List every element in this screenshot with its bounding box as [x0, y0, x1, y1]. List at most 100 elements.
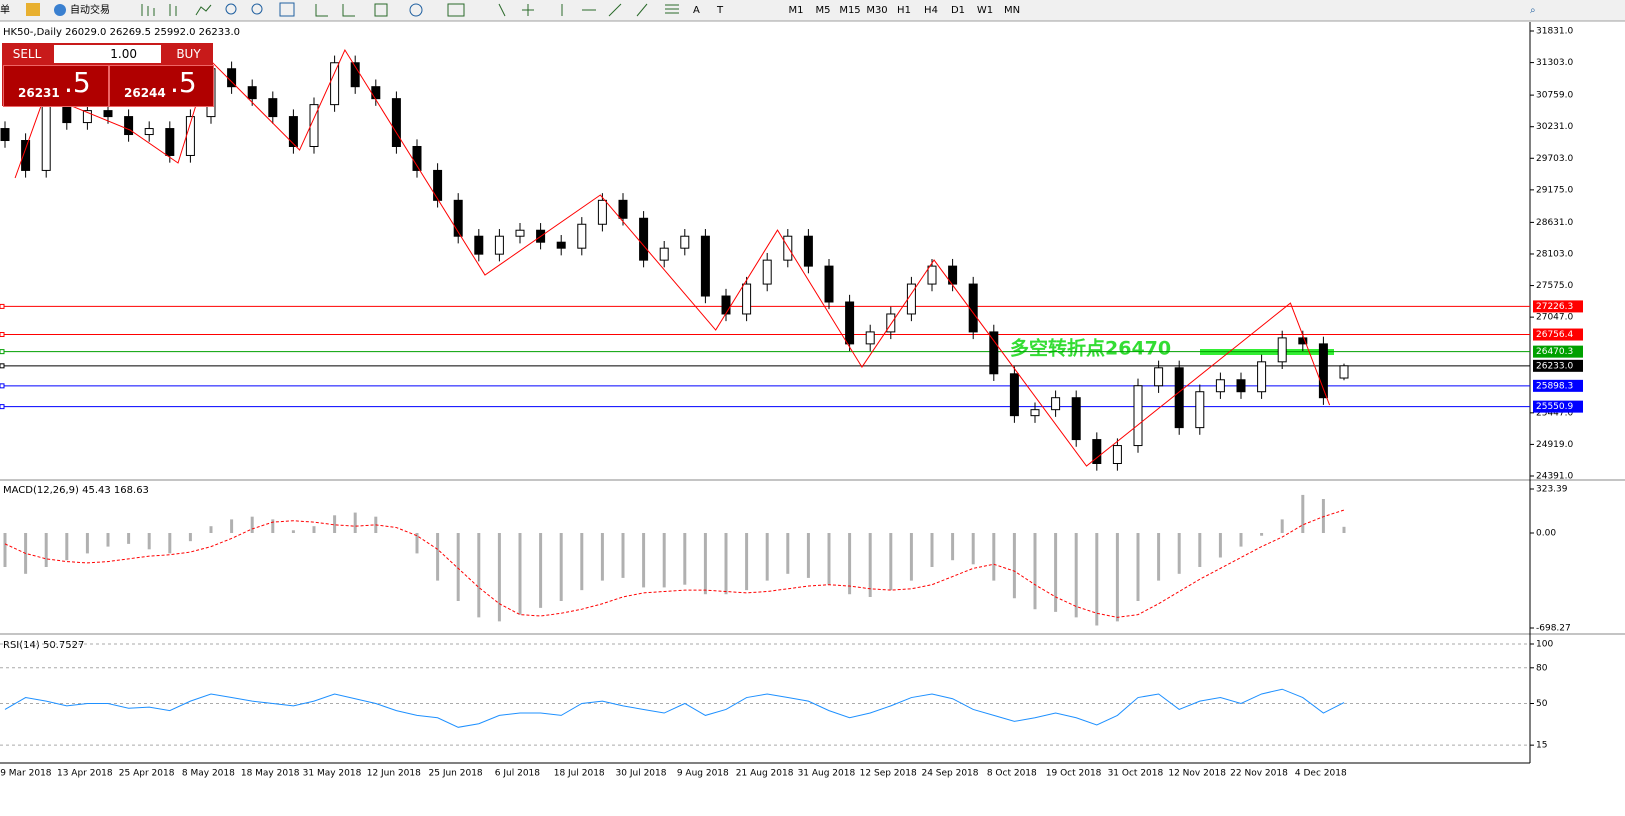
candle-body [391, 98, 401, 147]
y-tick-label: 323.39 [1536, 485, 1568, 495]
candle-body [1133, 385, 1143, 447]
candle-body [1298, 337, 1308, 345]
candle-body [824, 265, 834, 303]
buy-price-main: 26244 [124, 86, 166, 100]
y-tick-label: 28103.0 [1536, 249, 1573, 259]
x-tick-label: 25 Apr 2018 [119, 769, 175, 779]
icon[interactable] [26, 3, 40, 16]
timeframe-button[interactable]: H4 [924, 5, 938, 16]
sell-button[interactable]: SELL [12, 47, 42, 61]
timeframe-button[interactable]: MN [1004, 5, 1020, 16]
level-label-bg [1533, 345, 1583, 358]
level-label-bg [1533, 328, 1583, 341]
candle-body [474, 235, 484, 255]
icon[interactable] [54, 4, 66, 16]
x-tick-label: 12 Jun 2018 [367, 769, 421, 779]
timeframe-button[interactable]: W1 [977, 5, 993, 16]
trade-panel: SELL 1.00 BUY 26231 .5 26244 .5 [2, 43, 214, 107]
candle-body [659, 247, 669, 261]
candle-body [845, 301, 855, 345]
search-icon[interactable]: ⌕ [1530, 5, 1536, 16]
candle-body [41, 104, 51, 171]
candle-body [453, 199, 463, 237]
level-marker [0, 349, 5, 355]
level-label-bg [1533, 400, 1583, 413]
toolbar-bg [0, 0, 1625, 21]
timeframe-button[interactable]: M15 [839, 5, 860, 16]
timeframe-button[interactable]: M30 [866, 5, 887, 16]
x-tick-label: 29 Mar 2018 [0, 769, 52, 779]
icon-text[interactable]: A [693, 5, 700, 16]
x-tick-label: 4 Dec 2018 [1295, 769, 1347, 779]
candle-body [618, 199, 628, 219]
timeframe-button[interactable]: M1 [789, 5, 804, 16]
y-tick-label: 30759.0 [1536, 91, 1573, 101]
level-marker [0, 303, 5, 309]
y-tick-label: 31831.0 [1536, 27, 1573, 37]
x-tick-label: 31 May 2018 [303, 769, 362, 779]
menu[interactable]: 单 [0, 4, 10, 16]
candle-body [865, 331, 875, 345]
x-tick-label: 22 Nov 2018 [1230, 769, 1288, 779]
candle-body [1236, 379, 1246, 393]
y-tick-label: 27575.0 [1536, 281, 1573, 291]
candle-body [1030, 409, 1040, 417]
sell-price-frac: .5 [64, 66, 91, 99]
lot-input[interactable]: 1.00 [54, 45, 161, 63]
x-tick-label: 25 Jun 2018 [429, 769, 483, 779]
level-marker [0, 363, 5, 369]
x-tick-label: 18 Jul 2018 [554, 769, 605, 779]
level-label: 27226.3 [1536, 302, 1573, 312]
candle-body [1195, 391, 1205, 429]
timeframe-button[interactable]: M5 [816, 5, 831, 16]
candle-body [927, 265, 937, 285]
candle-body [165, 128, 175, 156]
x-tick-label: 31 Aug 2018 [798, 769, 856, 779]
buy-price[interactable]: 26244 .5 [109, 65, 214, 107]
candle-body [886, 313, 896, 333]
candle-body [62, 104, 72, 124]
x-tick-label: 19 Oct 2018 [1046, 769, 1102, 779]
x-tick-label: 6 Jul 2018 [495, 769, 540, 779]
level-marker [0, 404, 5, 410]
y-tick-label: 24391.0 [1536, 472, 1573, 482]
x-tick-label: 12 Sep 2018 [860, 769, 917, 779]
candle-body [350, 62, 360, 88]
rsi-line [4, 688, 1345, 728]
y-tick-label: 24919.0 [1536, 440, 1573, 450]
icon-text[interactable]: T [716, 5, 724, 16]
candle-body [288, 116, 298, 147]
candle-body [989, 331, 999, 375]
autotrade-button[interactable]: 自动交易 [70, 3, 110, 16]
y-tick-label: 0.00 [1536, 528, 1556, 538]
y-tick-label: -698.27 [1536, 624, 1571, 634]
candle-body [1112, 445, 1122, 464]
candle-body [1318, 343, 1328, 399]
candle-body [247, 86, 257, 100]
toolbar-icons [141, 2, 679, 17]
timeframe-button[interactable]: D1 [951, 5, 965, 16]
sell-price[interactable]: 26231 .5 [3, 65, 109, 107]
buy-button[interactable]: BUY [176, 47, 201, 61]
candle-body [1009, 373, 1019, 417]
y-tick-label: 27047.0 [1536, 313, 1573, 323]
candle-body [1277, 337, 1287, 363]
candle-body [906, 283, 916, 315]
candle-body [556, 241, 566, 249]
candle-body [21, 140, 31, 171]
x-tick-label: 24 Sep 2018 [921, 769, 978, 779]
macd-title: MACD(12,26,9) 45.43 168.63 [3, 485, 149, 496]
timeframe-button[interactable]: H1 [897, 5, 911, 16]
zigzag [14, 48, 1331, 467]
candle-body [330, 62, 340, 106]
candle-body [1051, 397, 1061, 411]
y-tick-label: 30231.0 [1536, 122, 1573, 132]
candle-body [494, 235, 504, 255]
level-marker [0, 383, 5, 389]
signal-line [4, 509, 1345, 618]
level-label: 25550.9 [1536, 402, 1573, 412]
candle-body [1174, 367, 1184, 429]
y-tick-label: 29175.0 [1536, 185, 1573, 195]
level-label: 26470.3 [1536, 347, 1573, 357]
